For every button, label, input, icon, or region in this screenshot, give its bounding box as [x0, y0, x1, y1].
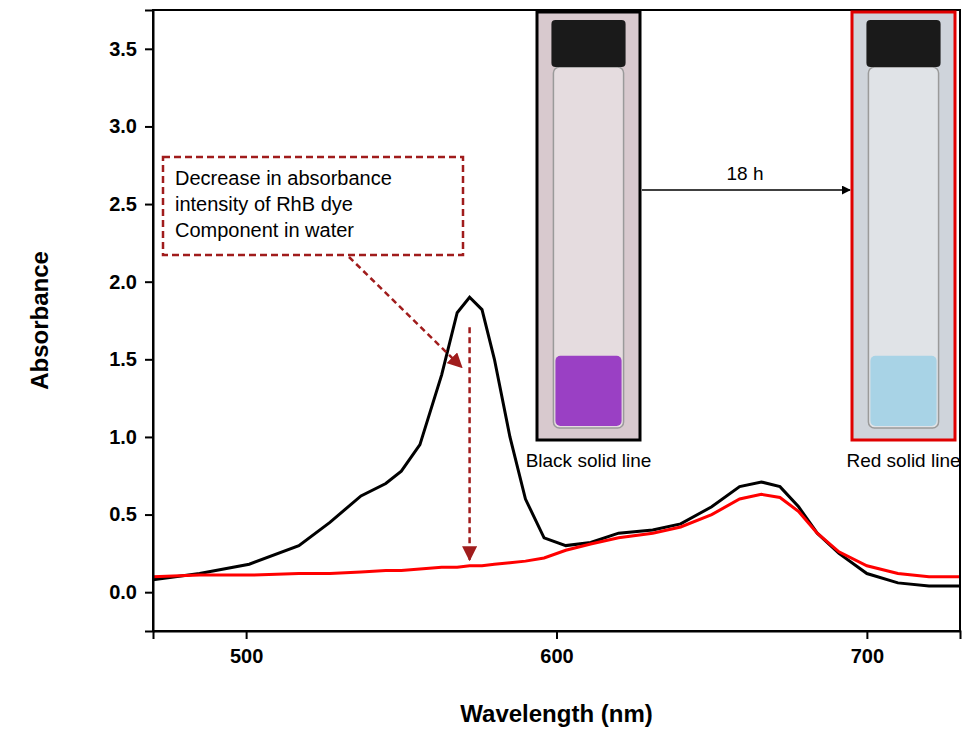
y-tick: 2.0: [109, 271, 153, 293]
vial-cap: [866, 20, 940, 67]
y-tick-label: 3.5: [109, 38, 137, 60]
y-axis-line: [145, 11, 154, 632]
x-tick-mark: [246, 631, 248, 639]
series-line: [153, 494, 960, 576]
y-tick: 3.0: [109, 115, 153, 137]
annotation-text: Decrease in absorbance: [175, 167, 392, 189]
y-tick: 2.5: [109, 193, 153, 215]
y-axis-title: Absorbance: [26, 251, 53, 390]
y-tick: 3.5: [109, 38, 153, 60]
time-label: 18 h: [727, 163, 764, 184]
y-tick-mark: [145, 359, 153, 361]
annotation-box: [163, 157, 463, 255]
y-tick-mark: [145, 281, 153, 283]
time-arrow: [642, 189, 850, 191]
y-tick-label: 1.5: [109, 348, 137, 370]
y-tick-mark: [145, 48, 153, 50]
annotation: Decrease in absorbance intensity of RhB d…: [163, 157, 470, 560]
y-tick-label: 0.5: [109, 503, 137, 525]
x-tick-mark: [866, 631, 868, 639]
x-tick-label: 700: [851, 645, 884, 667]
y-axis: 0.0 0.5 1.0 1.5 2.0 2.5 3.0 3.5: [109, 11, 153, 632]
photo-frame: [852, 12, 955, 440]
x-axis-line: [154, 632, 961, 640]
photo-background: [852, 12, 955, 440]
y-tick-mark: [145, 126, 153, 128]
x-tick-label: 600: [540, 645, 573, 667]
y-tick-mark: [145, 204, 153, 206]
annotation-text: intensity of RhB dye: [175, 193, 353, 215]
y-tick-mark: [145, 514, 153, 516]
vial-glass: [553, 67, 623, 428]
chart: 500 600 700 0.0 0.5 1.0 1.5 2.0 2.5 3.0 3.5 Wavelen…: [0, 0, 973, 740]
y-tick: 1.0: [109, 426, 153, 448]
y-tick-label: 3.0: [109, 115, 137, 137]
y-tick-label: 1.0: [109, 426, 137, 448]
x-tick: 500: [230, 631, 263, 667]
y-tick-label: 0.0: [109, 581, 137, 603]
x-tick-label: 500: [230, 645, 263, 667]
y-tick: 0.5: [109, 503, 153, 525]
inset-label: Red solid line: [846, 450, 960, 471]
y-tick-mark: [145, 592, 153, 594]
y-tick-label: 2.0: [109, 271, 137, 293]
x-axis: 500 600 700: [154, 631, 961, 667]
y-tick-mark: [145, 436, 153, 438]
photo-frame: [537, 12, 640, 440]
vial-photo: [852, 12, 955, 440]
vial-liquid: [870, 356, 936, 426]
x-tick-mark: [556, 631, 558, 639]
inset-label: Black solid line: [526, 450, 652, 471]
annotation-text: Component in water: [175, 219, 354, 241]
vial-photo: [537, 12, 640, 440]
plot-frame: [153, 10, 960, 631]
drop-arrow: [468, 327, 471, 560]
vial-cap: [551, 20, 625, 67]
annotation-pointer: [349, 257, 462, 367]
y-tick: 0.0: [109, 581, 153, 603]
y-tick: 1.5: [109, 348, 153, 370]
x-tick: 600: [540, 631, 573, 667]
y-tick-label: 2.5: [109, 193, 137, 215]
x-axis-title: Wavelength (nm): [460, 700, 652, 727]
photo-background: [537, 12, 640, 440]
vial-glass: [868, 67, 938, 428]
x-tick: 700: [851, 631, 884, 667]
vial-liquid: [555, 356, 621, 426]
